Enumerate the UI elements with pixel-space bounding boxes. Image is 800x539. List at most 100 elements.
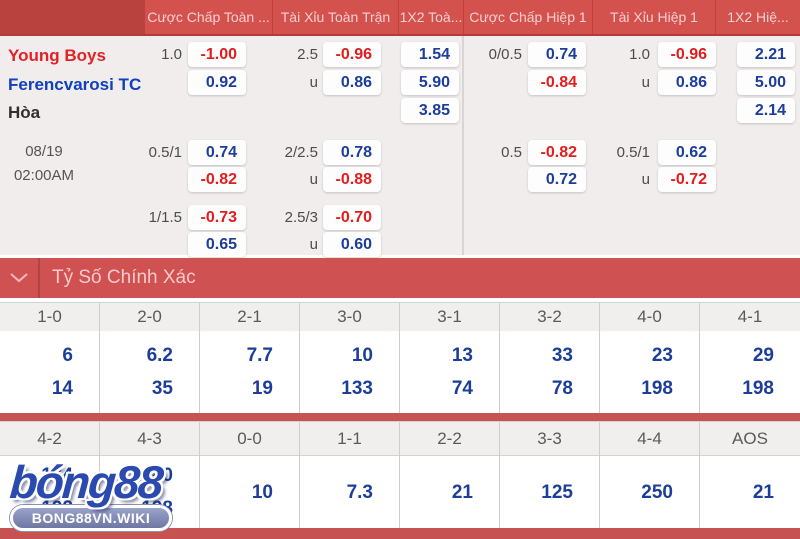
score-odd: 7.3 (346, 481, 373, 503)
score-cell-aos[interactable]: 21 (700, 456, 800, 528)
handicap-half-away-odd[interactable]: -0.84 (528, 70, 586, 95)
overunder3-full-under-odd[interactable]: 0.60 (323, 232, 381, 257)
score-odd: 13 (451, 345, 473, 366)
team-column-header-spacer (0, 0, 145, 34)
score-header: 3-0 (300, 303, 400, 333)
away-team-name: Ferencvarosi TC (8, 75, 142, 94)
score-header: 2-2 (400, 422, 500, 457)
score-cell-3-3[interactable]: 125 (500, 456, 600, 528)
overunder-full-over-odd[interactable]: -0.96 (323, 42, 381, 67)
1x2-full-draw-odd[interactable]: 3.85 (401, 98, 459, 123)
odds-market-header-bar: Cược Chấp Toàn ... Tài Xỉu Toàn Trận 1X2… (0, 0, 800, 36)
score-odds-row-2: 174 198 180 198 10 7.3 21 125 250 21 (0, 456, 800, 528)
tab-1x2-half[interactable]: 1X2 Hiệ... (715, 0, 800, 34)
score-odd: 6.2 (146, 345, 173, 366)
score-cell-4-3[interactable]: 180 198 (100, 456, 200, 528)
overunder-full-line: 2.5 (297, 46, 318, 63)
score-odd: 198 (141, 498, 173, 519)
tab-handicap-half[interactable]: Cược Chấp Hiệp 1 (463, 0, 592, 34)
score-cell-3-0[interactable]: 10 133 (300, 331, 400, 413)
score-header: 0-0 (200, 422, 300, 457)
score-cell-2-0[interactable]: 6.2 35 (100, 331, 200, 413)
overunder-full-under-odd[interactable]: 0.86 (323, 70, 381, 95)
score-cell-1-0[interactable]: 6 14 (0, 331, 100, 413)
handicap2-full-away-odd[interactable]: -0.82 (188, 167, 246, 192)
match-date: 08/19 (25, 143, 63, 160)
overunder2-half-line: 0.5/1 (616, 144, 650, 161)
score-header: AOS (732, 429, 768, 448)
correct-score-section-bar: Tỷ Số Chính Xác (0, 258, 800, 298)
score-odd: 250 (641, 481, 673, 503)
score-header-row-1: 1-0 2-0 2-1 3-0 3-1 3-2 4-0 4-1 (0, 302, 800, 333)
handicap-full-away-odd[interactable]: 0.92 (188, 70, 246, 95)
score-cell-2-2[interactable]: 21 (400, 456, 500, 528)
score-cell-4-4[interactable]: 250 (600, 456, 700, 528)
overunder2-full-line: 2/2.5 (284, 144, 318, 161)
tab-handicap-full[interactable]: Cược Chấp Toàn ... (145, 0, 272, 34)
1x2-half-away-odd[interactable]: 5.00 (737, 70, 795, 95)
score-odd: 6 (62, 345, 73, 366)
score-odd: 174 (41, 465, 73, 486)
home-team-name: Young Boys (8, 46, 106, 65)
score-header: 2-0 (100, 303, 200, 333)
handicap3-full-away-odd[interactable]: 0.65 (188, 232, 246, 257)
handicap2-half-line: 0.5 (501, 144, 522, 161)
score-odd: 125 (541, 481, 573, 503)
score-odd: 198 (641, 378, 673, 399)
score-odd: 14 (51, 378, 73, 399)
section-separator (0, 413, 800, 421)
overunder-half-over-odd[interactable]: -0.96 (658, 42, 716, 67)
score-header: 4-4 (600, 422, 700, 457)
1x2-full-home-odd[interactable]: 1.54 (401, 42, 459, 67)
overunder-half-under-label: u (641, 74, 650, 91)
score-odd: 33 (551, 345, 573, 366)
collapse-section-button[interactable] (0, 258, 40, 298)
score-header: 2-1 (200, 303, 300, 333)
handicap2-full-line: 0.5/1 (148, 144, 182, 161)
score-odd: 35 (151, 378, 173, 399)
chevron-down-icon (10, 273, 28, 283)
correct-score-title: Tỷ Số Chính Xác (52, 267, 196, 288)
overunder-half-under-odd[interactable]: 0.86 (658, 70, 716, 95)
overunder2-half-over-odd[interactable]: 0.62 (658, 140, 716, 165)
score-odd: 10 (351, 345, 373, 366)
score-cell-3-1[interactable]: 13 74 (400, 331, 500, 413)
tab-overunder-half[interactable]: Tài Xỉu Hiệp 1 (592, 0, 715, 34)
tab-overunder-full[interactable]: Tài Xỉu Toàn Trận (272, 0, 398, 34)
overunder3-full-under-label: u (309, 236, 318, 253)
handicap-full-line: 1.0 (161, 46, 182, 63)
handicap3-full-home-odd[interactable]: -0.73 (188, 205, 246, 230)
handicap-half-home-odd[interactable]: 0.74 (528, 42, 586, 67)
score-cell-4-2[interactable]: 174 198 (0, 456, 100, 528)
score-cell-2-1[interactable]: 7.7 19 (200, 331, 300, 413)
overunder3-full-over-odd[interactable]: -0.70 (323, 205, 381, 230)
score-header: 4-1 (737, 307, 763, 326)
1x2-half-home-odd[interactable]: 2.21 (737, 42, 795, 67)
overunder2-full-under-odd[interactable]: -0.88 (323, 167, 381, 192)
score-odd: 29 (752, 345, 774, 366)
score-cell-1-1[interactable]: 7.3 (300, 456, 400, 528)
score-odd: 21 (752, 481, 774, 503)
score-cell-4-1[interactable]: 29 198 (700, 331, 800, 413)
tab-1x2-full[interactable]: 1X2 Toà... (398, 0, 463, 34)
score-cell-0-0[interactable]: 10 (200, 456, 300, 528)
score-odds-row-1: 6 14 6.2 35 7.7 19 10 133 13 74 33 78 23… (0, 331, 800, 413)
score-header: 3-3 (500, 422, 600, 457)
score-header: 1-0 (0, 303, 100, 333)
score-odd: 10 (251, 481, 273, 503)
bottom-bar (0, 528, 800, 539)
overunder2-full-over-odd[interactable]: 0.78 (323, 140, 381, 165)
handicap2-full-home-odd[interactable]: 0.74 (188, 140, 246, 165)
handicap2-half-home-odd[interactable]: -0.82 (528, 140, 586, 165)
1x2-full-away-odd[interactable]: 5.90 (401, 70, 459, 95)
handicap-half-line: 0/0.5 (488, 46, 522, 63)
score-odd: 21 (451, 481, 473, 503)
score-cell-4-0[interactable]: 23 198 (600, 331, 700, 413)
score-cell-3-2[interactable]: 33 78 (500, 331, 600, 413)
handicap2-half-away-odd[interactable]: 0.72 (528, 167, 586, 192)
handicap-full-home-odd[interactable]: -1.00 (188, 42, 246, 67)
score-odd: 7.7 (246, 345, 273, 366)
1x2-half-draw-odd[interactable]: 2.14 (737, 98, 795, 123)
overunder2-half-under-odd[interactable]: -0.72 (658, 167, 716, 192)
score-header: 4-0 (600, 303, 700, 333)
